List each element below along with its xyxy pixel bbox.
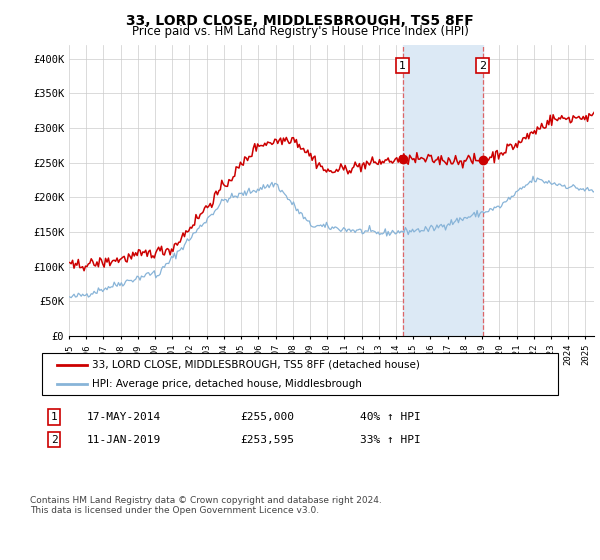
Text: HPI: Average price, detached house, Middlesbrough: HPI: Average price, detached house, Midd…	[92, 379, 362, 389]
Text: Contains HM Land Registry data © Crown copyright and database right 2024.
This d: Contains HM Land Registry data © Crown c…	[30, 496, 382, 515]
Text: £253,595: £253,595	[240, 435, 294, 445]
Text: 11-JAN-2019: 11-JAN-2019	[87, 435, 161, 445]
Text: 1: 1	[399, 60, 406, 71]
Bar	[403, 45, 483, 336]
Text: 33, LORD CLOSE, MIDDLESBROUGH, TS5 8FF (detached house): 33, LORD CLOSE, MIDDLESBROUGH, TS5 8FF (…	[92, 360, 419, 370]
Text: 1: 1	[50, 412, 58, 422]
Text: £255,000: £255,000	[240, 412, 294, 422]
Text: 40% ↑ HPI: 40% ↑ HPI	[360, 412, 421, 422]
Text: 17-MAY-2014: 17-MAY-2014	[87, 412, 161, 422]
Text: 33% ↑ HPI: 33% ↑ HPI	[360, 435, 421, 445]
Text: Price paid vs. HM Land Registry's House Price Index (HPI): Price paid vs. HM Land Registry's House …	[131, 25, 469, 38]
Text: 2: 2	[479, 60, 487, 71]
Text: 33, LORD CLOSE, MIDDLESBROUGH, TS5 8FF: 33, LORD CLOSE, MIDDLESBROUGH, TS5 8FF	[126, 14, 474, 28]
Text: 2: 2	[50, 435, 58, 445]
